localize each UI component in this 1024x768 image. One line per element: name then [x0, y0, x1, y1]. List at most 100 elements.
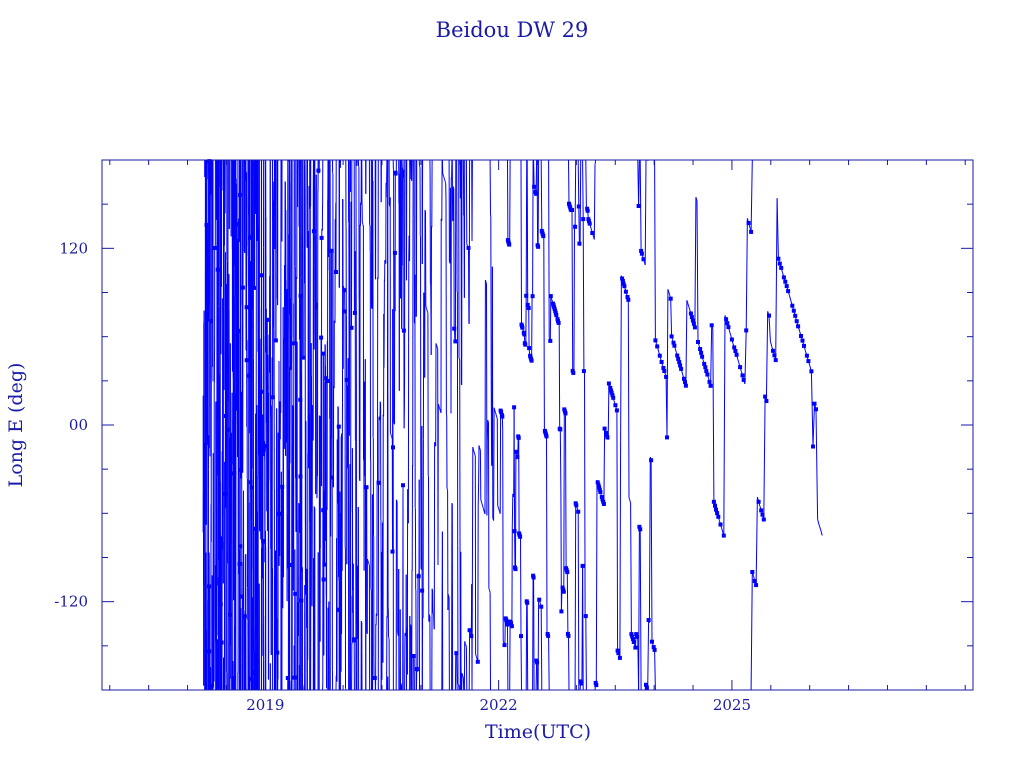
series-point [577, 241, 582, 246]
series-point [224, 414, 228, 418]
series-segment [520, 636, 522, 691]
series-point [611, 395, 616, 400]
series-segment [566, 572, 569, 634]
series-segment [502, 429, 504, 641]
series-point [546, 633, 551, 638]
series-point [581, 217, 586, 222]
series-segment [776, 198, 779, 259]
series-point [509, 624, 514, 629]
series-point [519, 634, 523, 639]
series-point [779, 265, 784, 270]
series-segment [582, 219, 585, 372]
series-point [574, 503, 579, 508]
series-point [401, 483, 405, 488]
series-point [391, 445, 395, 450]
series-segment [535, 660, 538, 691]
series-point [273, 338, 278, 343]
series-point [231, 676, 236, 681]
series-point [661, 366, 666, 370]
series-point [259, 273, 264, 278]
series-segment [563, 409, 565, 592]
series-point [298, 474, 303, 479]
series-point [322, 562, 327, 567]
series-point [240, 594, 244, 599]
series-segment [513, 407, 516, 532]
series-segment [686, 300, 689, 304]
series-point [631, 637, 635, 642]
series-point [233, 222, 238, 227]
series-point [554, 313, 559, 318]
series-segment [532, 575, 534, 691]
series-point [771, 348, 775, 353]
series-point [750, 570, 755, 574]
series-segment [493, 407, 495, 521]
series-point [321, 508, 326, 513]
series-point [738, 365, 743, 370]
series-point [252, 285, 257, 290]
series-point [641, 257, 646, 262]
series-point [793, 313, 798, 318]
series-point [678, 363, 683, 368]
series-point [248, 282, 253, 287]
series-point [690, 318, 695, 323]
series-point [615, 648, 620, 653]
x-axis-label: Time(UTC) [485, 721, 591, 743]
series-segment [589, 225, 592, 229]
series-point [247, 373, 252, 378]
series-point [270, 395, 275, 400]
series-point [590, 231, 595, 235]
series-point [411, 654, 416, 658]
series-segment [765, 311, 769, 402]
series-point [597, 485, 602, 490]
series-point [791, 308, 796, 313]
series-segment [592, 234, 595, 238]
series-point [248, 480, 253, 485]
series-segment [667, 289, 670, 293]
series-point [244, 358, 249, 363]
series-point [244, 305, 249, 310]
series-point [536, 244, 541, 249]
series-point [655, 344, 660, 349]
series-point [571, 370, 576, 375]
series-point [252, 526, 257, 531]
series-point [814, 407, 818, 412]
series-point [604, 430, 608, 435]
series-segment [648, 457, 651, 623]
series-point [531, 575, 536, 580]
series-point [644, 682, 648, 687]
series-point [668, 296, 673, 301]
series-point [683, 383, 688, 388]
series-point [721, 533, 726, 538]
series-point [644, 685, 649, 690]
series-point [475, 659, 480, 664]
series-point [580, 563, 585, 568]
series-point [342, 288, 347, 293]
series-point [261, 447, 266, 452]
series-segment [613, 400, 616, 404]
series-point [587, 221, 592, 226]
series-point [311, 229, 316, 234]
series-point [763, 394, 768, 399]
series-point [534, 191, 539, 196]
series-point [657, 353, 662, 358]
series-point [800, 338, 805, 343]
series-point [299, 598, 304, 603]
series-point [767, 313, 771, 318]
series-point [236, 328, 241, 333]
series-segment [818, 524, 822, 530]
series-segment [763, 396, 766, 520]
series-point [613, 403, 618, 408]
series-segment [585, 616, 587, 691]
series-point [349, 325, 354, 330]
series-point [504, 619, 509, 624]
series-point [285, 676, 290, 680]
series-point [715, 511, 720, 516]
series-point [777, 261, 782, 266]
series-point [649, 458, 654, 463]
series-segment [638, 159, 640, 207]
series-point [609, 388, 613, 393]
series-segment [629, 500, 632, 504]
series-point [525, 302, 530, 307]
series-segment [537, 159, 540, 247]
series-point [507, 242, 512, 247]
